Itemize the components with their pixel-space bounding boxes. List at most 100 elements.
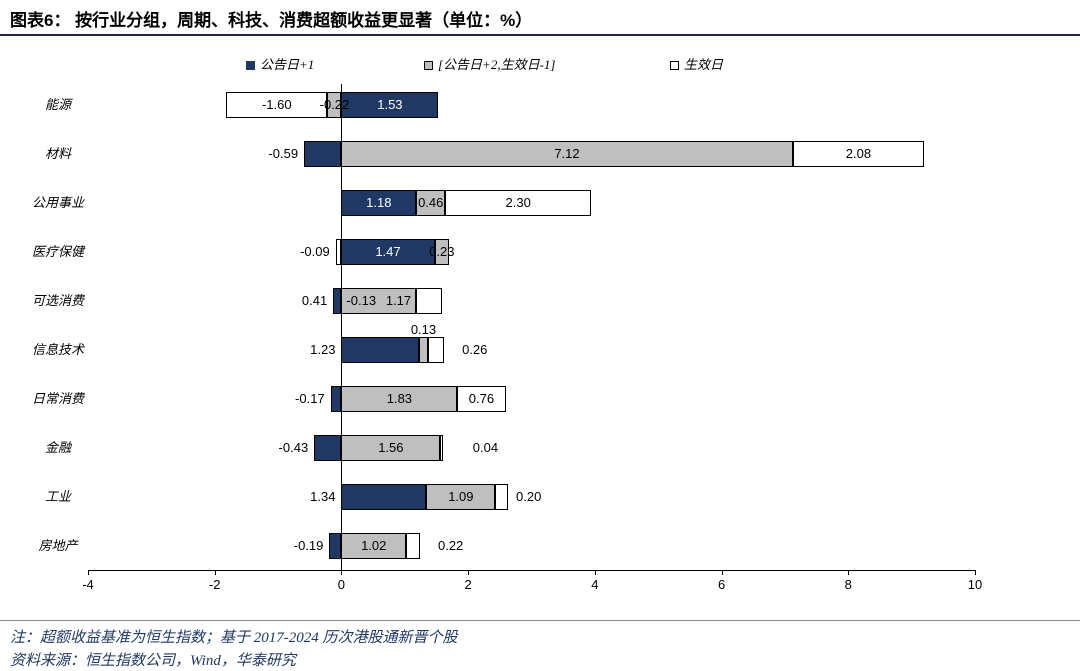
bar-value-label: 0.46 — [418, 195, 444, 210]
bar-segment-announcement_day_plus1 — [304, 141, 342, 167]
legend-item: 生效日 — [670, 58, 723, 72]
bar-segment-interim_period — [426, 484, 496, 510]
category-label: 信息技术 — [31, 342, 84, 357]
bar-segment-effective_day — [495, 484, 509, 510]
legend-label: 公告日+1 — [260, 57, 315, 72]
bar-segment-announcement_day_plus1 — [341, 92, 439, 118]
bar-value-label: 1.18 — [366, 195, 392, 210]
category-label: 能源 — [44, 97, 71, 112]
bar-segment-interim_period — [341, 141, 793, 167]
x-tick-label: 2 — [464, 577, 472, 592]
legend-swatch-icon — [424, 60, 433, 70]
legend-item: [公告日+2,生效日-1] — [424, 58, 555, 72]
bar-value-label: 0.04 — [472, 440, 499, 455]
bar-segment-announcement_day_plus1 — [333, 288, 342, 314]
bar-value-label: 0.22 — [437, 538, 464, 553]
x-axis-line — [88, 570, 975, 571]
bar-value-label: 0.41 — [301, 293, 328, 308]
bar-segment-announcement_day_plus1 — [341, 337, 420, 363]
chart-note: 注：超额收益基准为恒生指数；基于 2017-2024 历次港股通新晋个股 — [10, 630, 458, 646]
bar-segment-announcement_day_plus1 — [341, 239, 435, 265]
x-axis-tick — [468, 570, 470, 575]
bar-value-label: 7.12 — [554, 146, 580, 161]
bar-value-label: -0.59 — [268, 146, 299, 161]
bar-value-label: -0.13 — [346, 293, 377, 308]
bar-segment-effective_day — [457, 386, 506, 412]
legend-swatch-icon — [246, 60, 255, 70]
x-axis-tick — [975, 570, 976, 575]
x-tick-label: -4 — [82, 577, 94, 592]
x-axis-tick — [721, 570, 723, 575]
bar-segment-effective_day — [415, 288, 442, 314]
bar-segment-effective_day — [406, 533, 420, 559]
bar-value-label: 2.08 — [845, 146, 872, 161]
bar-segment-interim_period — [416, 190, 446, 216]
bar-segment-interim_period — [341, 533, 407, 559]
bar-value-label: 1.09 — [448, 489, 474, 504]
bar-segment-announcement_day_plus1 — [341, 484, 427, 510]
category-label: 医疗保健 — [31, 244, 84, 259]
bar-segment-interim_period — [341, 386, 458, 412]
bar-value-label: 1.23 — [310, 342, 336, 357]
x-tick-label: 10 — [967, 577, 983, 592]
bar-segment-announcement_day_plus1 — [341, 190, 417, 216]
chart-title: 图表6： 按行业分组，周期、科技、消费超额收益更显著（单位：%） — [10, 11, 533, 30]
x-tick-label: 0 — [337, 577, 346, 592]
chart-source: 资料来源：恒生指数公司，Wind，华泰研究 — [10, 653, 296, 669]
bar-value-label: 1.34 — [310, 489, 336, 504]
bar-segment-effective_day — [440, 435, 443, 461]
x-axis-tick — [88, 570, 89, 575]
bar-value-label: -0.09 — [300, 244, 330, 259]
bar-value-label: 0.76 — [468, 391, 495, 406]
title-divider — [0, 34, 1080, 36]
bar-segment-announcement_day_plus1 — [314, 435, 342, 461]
legend-label: [公告日+2,生效日-1] — [438, 57, 556, 72]
bar-segment-effective_day — [792, 141, 925, 167]
bar-value-label: 0.26 — [462, 342, 488, 357]
bar-segment-interim_period — [341, 288, 416, 314]
bar-segment-interim_period — [341, 435, 441, 461]
bar-segment-announcement_day_plus1 — [330, 386, 342, 412]
x-axis-tick — [594, 570, 596, 575]
x-tick-label: 8 — [844, 577, 852, 592]
bar-value-label: 0.20 — [516, 489, 542, 504]
bar-value-label: -1.60 — [261, 97, 292, 112]
bar-value-label: -0.19 — [293, 538, 324, 553]
x-axis-tick — [214, 570, 216, 575]
legend-item: 公告日+1 — [246, 58, 314, 72]
zero-axis-line — [341, 84, 343, 570]
bar-value-label: 1.56 — [378, 440, 404, 455]
category-label: 金融 — [44, 440, 71, 455]
bar-value-label: 1.53 — [377, 97, 403, 112]
bar-segment-effective_day — [445, 190, 592, 216]
bar-segment-effective_day — [226, 92, 328, 118]
category-label: 可选消费 — [31, 293, 84, 308]
legend-label: 生效日 — [684, 57, 724, 72]
bar-segment-effective_day — [335, 239, 342, 265]
category-label: 公用事业 — [31, 195, 84, 210]
category-label: 工业 — [44, 489, 71, 504]
x-axis-tick — [341, 570, 343, 575]
x-tick-label: 6 — [717, 577, 726, 592]
bar-value-label: 1.83 — [386, 391, 413, 406]
bar-chart-canvas: 公告日+1 [公告日+2,生效日-1] 生效日 -4 -2 0 2 4 6 8 10 能源 -1.60 -… — [0, 50, 1080, 610]
bar-segment-announcement_day_plus1 — [329, 533, 342, 559]
bar-segment-effective_day — [427, 337, 445, 363]
category-label: 房地产 — [38, 538, 78, 553]
legend-swatch-icon — [670, 60, 679, 70]
x-tick-label: 4 — [591, 577, 599, 592]
bar-value-label: -0.43 — [278, 440, 309, 455]
bar-value-label: 1.02 — [361, 538, 387, 553]
bar-value-label: 0.23 — [429, 244, 455, 259]
footer-divider — [0, 620, 1080, 621]
x-tick-label: -2 — [208, 577, 221, 592]
bar-value-label: 1.17 — [385, 293, 412, 308]
category-label: 日常消费 — [31, 391, 84, 406]
bar-value-label: 0.13 — [410, 322, 437, 337]
bar-value-label: 1.47 — [375, 244, 401, 259]
bar-value-label: 2.30 — [505, 195, 531, 210]
x-axis-tick — [848, 570, 850, 575]
bar-segment-interim_period — [327, 92, 342, 118]
bar-segment-interim_period — [419, 337, 428, 363]
bar-segment-interim_period — [434, 239, 450, 265]
